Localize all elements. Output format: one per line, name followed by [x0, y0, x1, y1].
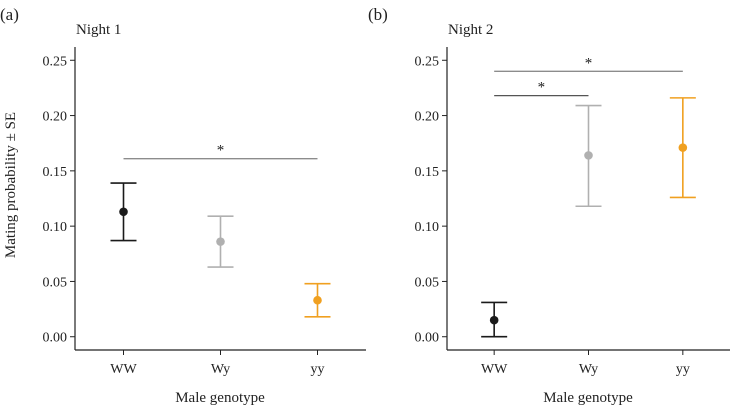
- y-tick-label: 0.05: [415, 275, 440, 290]
- y-tick-label: 0.15: [43, 165, 68, 180]
- x-axis-title: Male genotype: [543, 390, 633, 406]
- data-point: [313, 295, 322, 305]
- y-tick-label: 0.20: [415, 110, 440, 125]
- data-point: [119, 207, 128, 217]
- x-tick-label: Wy: [211, 362, 230, 377]
- x-tick-label: yy: [311, 362, 325, 377]
- y-tick-label: 0.05: [43, 275, 68, 290]
- data-point: [584, 151, 593, 160]
- significance-label: *: [217, 143, 225, 159]
- panel-tag: (b): [368, 5, 388, 24]
- panel-tag: (a): [0, 5, 19, 24]
- y-tick-label: 0.00: [43, 331, 68, 346]
- x-tick-label: WW: [481, 362, 508, 377]
- significance-label: *: [585, 55, 593, 71]
- x-axis-title: Male genotype: [175, 390, 265, 406]
- x-tick-label: yy: [676, 362, 690, 377]
- y-tick-label: 0.20: [43, 110, 68, 125]
- panel-title: Night 2: [448, 22, 493, 38]
- x-tick-label: Wy: [579, 362, 598, 377]
- data-point: [489, 315, 499, 325]
- y-tick-label: 0.15: [415, 165, 440, 180]
- panel-night-2: (b) Night 2 Male genotype 0.00 0.05 0.10 0.…: [368, 5, 730, 406]
- significance-label: *: [538, 80, 546, 96]
- data-point: [678, 143, 688, 152]
- y-tick-label: 0.10: [415, 220, 440, 235]
- y-tick-label: 0.10: [43, 220, 68, 235]
- panel-title: Night 1: [76, 22, 121, 38]
- x-tick-label: WW: [110, 362, 137, 377]
- y-tick-label: 0.25: [415, 54, 440, 69]
- panel-night-1: (a) Night 1 Mating probability ± SE Male…: [0, 5, 366, 406]
- y-axis-title: Mating probability ± SE: [3, 112, 19, 258]
- data-point: [216, 237, 225, 246]
- y-tick-label: 0.00: [415, 331, 440, 346]
- y-tick-label: 0.25: [43, 54, 68, 69]
